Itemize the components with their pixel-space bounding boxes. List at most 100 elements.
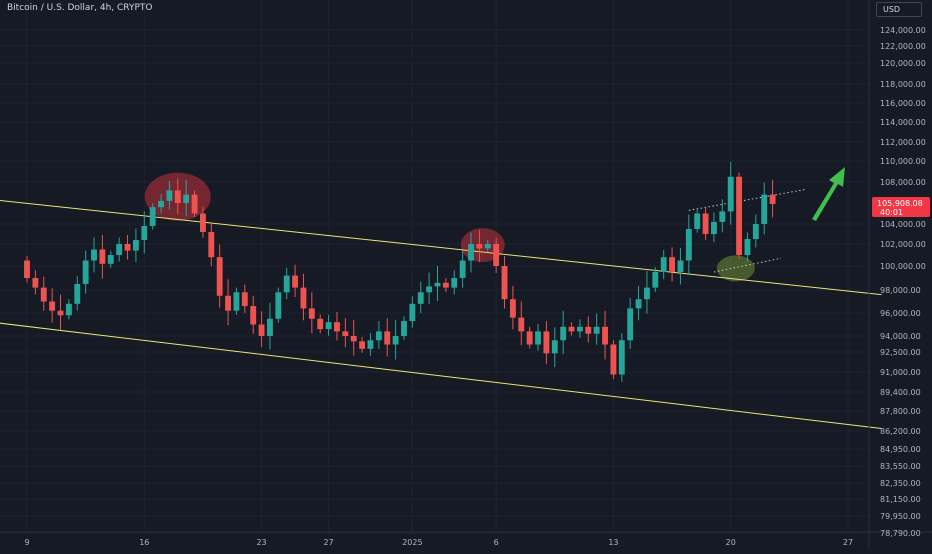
price-tick-label: 78,790.00 <box>880 529 921 538</box>
time-tick-label: 20 <box>726 538 736 547</box>
candle-body <box>585 326 592 334</box>
candle-up <box>468 232 474 273</box>
candle-body <box>233 292 240 311</box>
candle-up <box>149 203 156 230</box>
candle-body <box>74 284 81 304</box>
candle-body <box>652 272 659 288</box>
candle-body <box>727 176 734 212</box>
candle-up <box>685 214 692 276</box>
candle-body <box>736 176 743 255</box>
candle-down <box>40 276 47 311</box>
candle-body <box>409 303 416 322</box>
candle-down <box>602 310 608 360</box>
candle-body <box>384 331 391 345</box>
candle-body <box>250 306 257 325</box>
candle-body <box>40 287 47 302</box>
candle-body <box>392 336 399 345</box>
candle-up <box>417 281 424 314</box>
grid <box>0 0 869 534</box>
candle-body <box>576 326 583 332</box>
candle-body <box>484 244 491 249</box>
candle-body <box>535 331 541 345</box>
time-tick-label: 6 <box>494 538 499 547</box>
candle-down <box>476 230 483 263</box>
candle-body <box>166 190 173 201</box>
candle-body <box>359 341 366 349</box>
candles <box>24 162 776 382</box>
candle-down <box>317 314 324 334</box>
candle-body <box>258 324 265 336</box>
candle-body <box>292 275 299 288</box>
candle-body <box>434 282 441 287</box>
dotted-lines <box>688 188 807 273</box>
candle-up <box>660 250 667 280</box>
candle-up <box>635 285 642 321</box>
candle-down <box>225 279 231 326</box>
time-tick-label: 16 <box>139 538 149 547</box>
candle-up <box>711 212 717 243</box>
candle-body <box>752 224 759 239</box>
price-axis[interactable]: 124,000.00 122,000.00 120,000.00 118,000.00… <box>880 26 926 538</box>
candle-body <box>543 331 550 354</box>
candle-up <box>401 316 407 340</box>
candle-down <box>359 337 366 353</box>
price-tick-label: 100,000.00 <box>880 262 926 271</box>
candle-down <box>49 288 56 323</box>
candle-body <box>191 194 198 214</box>
candle-body <box>468 244 474 261</box>
price-tick-label: 118,000.00 <box>880 80 926 89</box>
candle-down <box>769 179 776 218</box>
candle-body <box>183 194 190 203</box>
candle-up <box>644 270 650 314</box>
candle-down <box>342 318 349 348</box>
candle-down <box>509 285 516 330</box>
candle-down <box>99 235 106 279</box>
price-tick-label: 120,000.00 <box>880 59 926 68</box>
candle-body <box>509 299 516 318</box>
candle-up <box>375 321 382 349</box>
candle-up <box>434 266 441 302</box>
candle-body <box>241 292 248 307</box>
candle-down <box>442 278 449 292</box>
candle-up <box>652 267 659 292</box>
candle-body <box>216 257 223 296</box>
candle-down <box>669 247 676 282</box>
candle-body <box>65 303 72 316</box>
candle-down <box>174 178 181 214</box>
candle-down <box>24 256 30 283</box>
candle-down <box>501 256 508 309</box>
time-axis[interactable]: 9 16 23 27 2025 6 13 20 27 <box>24 538 853 547</box>
candle-up <box>627 298 634 349</box>
time-tick-label: 13 <box>608 538 618 547</box>
candle-down <box>124 235 131 260</box>
candle-up <box>677 247 684 285</box>
candle-body <box>568 326 575 332</box>
candle-down <box>241 284 248 313</box>
candle-body <box>375 331 382 341</box>
currency-button[interactable]: USD <box>876 2 922 17</box>
candle-body <box>685 229 692 261</box>
price-tick-label: 84,950.00 <box>880 445 921 454</box>
candle-body <box>442 282 449 288</box>
highlight-circle-green <box>716 255 755 282</box>
candle-body <box>149 207 156 226</box>
candle-body <box>275 292 282 319</box>
candle-body <box>300 287 307 309</box>
candle-up <box>166 180 173 210</box>
candle-up <box>158 194 164 214</box>
candle-up <box>283 267 290 300</box>
candle-down <box>199 206 206 238</box>
candle-body <box>342 331 349 336</box>
price-tick-label: 82,350.00 <box>880 479 921 488</box>
candle-body <box>116 244 123 255</box>
up-arrow-icon <box>812 167 845 221</box>
candle-body <box>141 226 148 240</box>
price-tick-label: 94,000.00 <box>880 332 921 341</box>
candle-down <box>610 340 617 379</box>
candle-up <box>74 276 81 311</box>
candle-down <box>308 292 315 334</box>
candle-body <box>308 308 315 319</box>
last-price-value: 105,908.08 <box>877 199 923 208</box>
